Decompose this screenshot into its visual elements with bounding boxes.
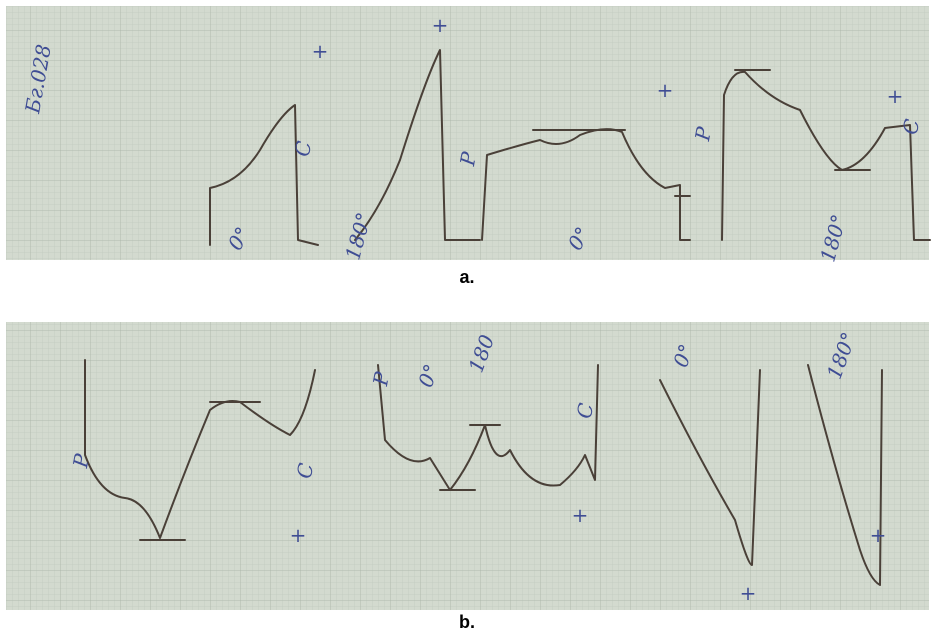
trace (84, 359, 316, 539)
grid (6, 6, 929, 260)
trace (481, 128, 691, 241)
strip-b (6, 322, 929, 610)
marker (532, 69, 871, 197)
handwritten-note: C (290, 139, 316, 158)
handwritten-note: + (312, 39, 329, 63)
handwritten-note: + (432, 13, 449, 37)
handwritten-note: P (68, 452, 94, 471)
caption: b. (459, 612, 475, 632)
trace (659, 369, 761, 566)
handwritten-note: C (292, 461, 318, 480)
handwritten-note: + (290, 523, 307, 547)
trace (354, 49, 481, 241)
handwritten-note: C (572, 401, 598, 420)
trace (721, 70, 931, 241)
handwritten-note: + (740, 581, 757, 605)
handwritten-note: P (368, 370, 394, 389)
handwritten-note: + (887, 84, 904, 108)
trace (807, 364, 883, 586)
handwritten-note: P (455, 150, 481, 169)
handwritten-note: + (572, 503, 589, 527)
marker (139, 401, 501, 541)
strip-a (6, 6, 931, 260)
caption: a. (459, 267, 474, 287)
grid (6, 322, 929, 610)
trace (209, 104, 319, 246)
handwritten-note: + (657, 78, 674, 102)
handwritten-note: P (690, 125, 716, 144)
trace (377, 364, 599, 491)
handwritten-note: C (898, 117, 924, 136)
handwritten-note: + (870, 523, 887, 547)
